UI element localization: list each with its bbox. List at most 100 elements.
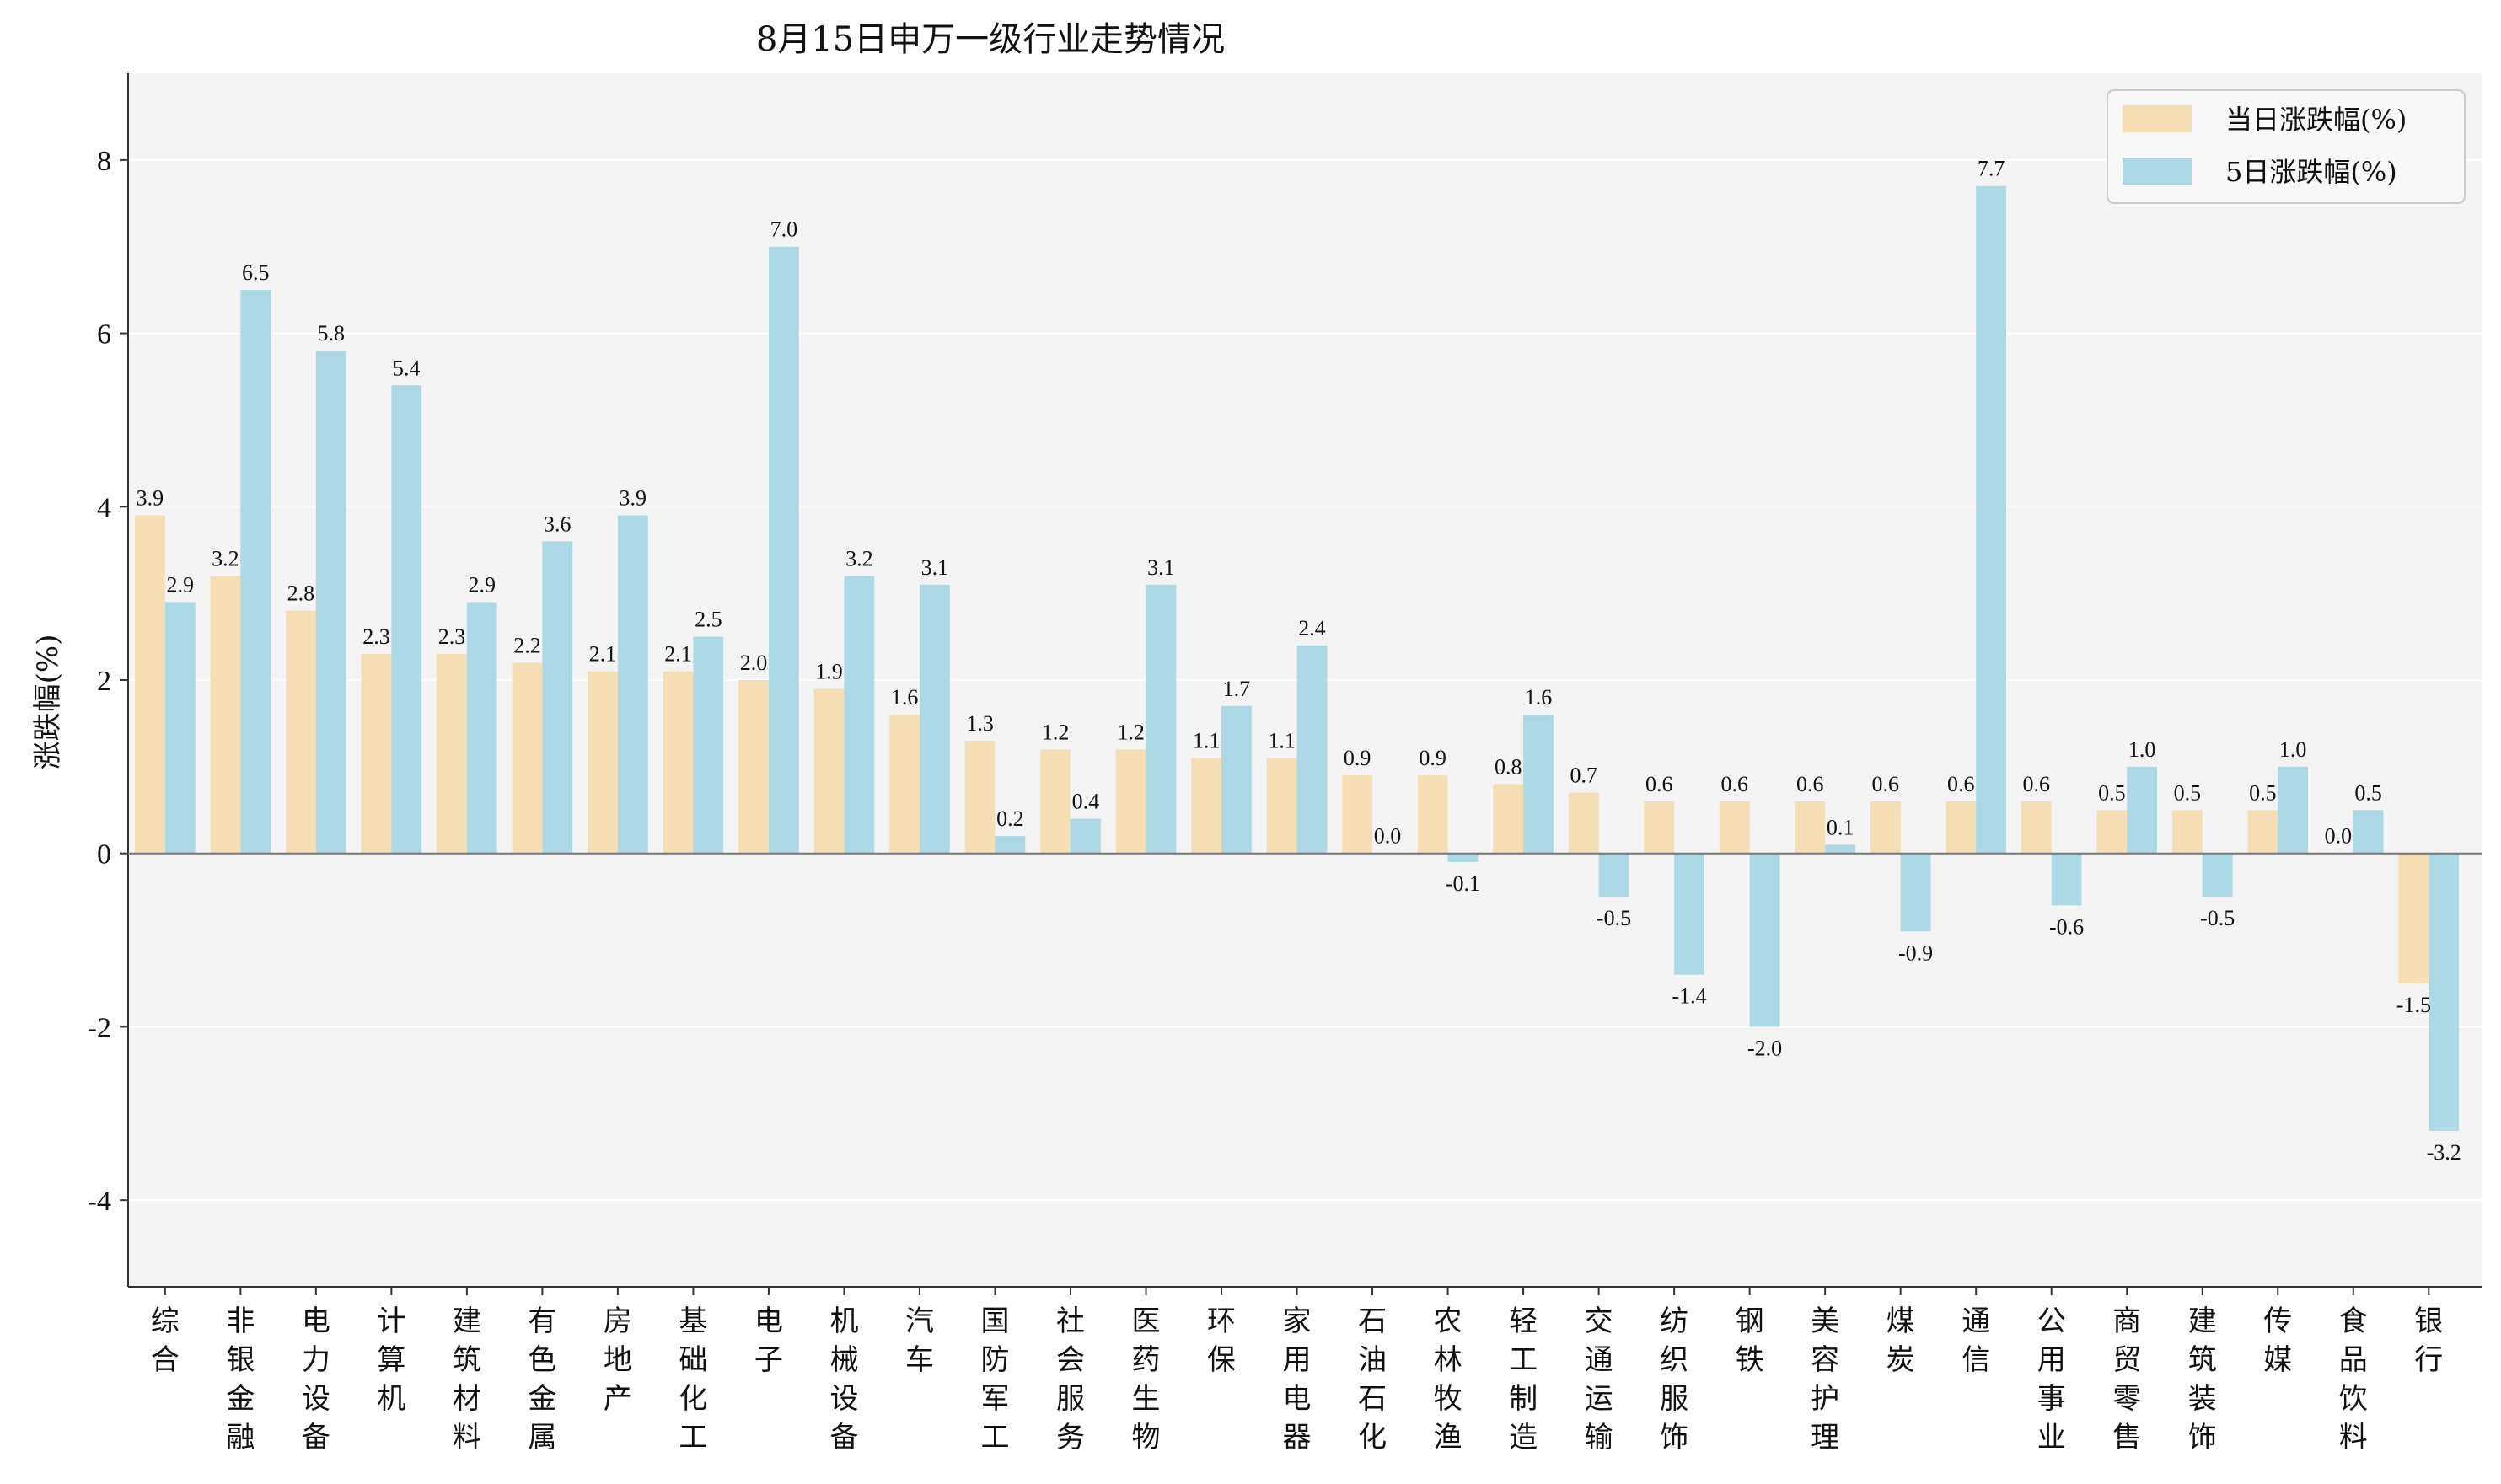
x-tick-label: 轻工制造 [1509, 1305, 1538, 1455]
bar-daily [964, 741, 996, 854]
bar-5day [2127, 766, 2158, 854]
data-label-daily: 3.2 [212, 547, 239, 571]
data-label-daily: 0.6 [2023, 772, 2051, 796]
bar-daily [210, 576, 241, 854]
bar-5day [1146, 584, 1177, 854]
data-label-daily: 0.7 [1570, 763, 1597, 788]
bar-5day [1976, 185, 2006, 854]
data-label-5day: 3.2 [845, 547, 873, 571]
data-label-5day: -3.2 [2427, 1140, 2461, 1165]
x-tick-label: 传媒 [2263, 1305, 2292, 1377]
data-label-daily: 1.9 [815, 659, 843, 683]
data-label-5day: 0.5 [2354, 780, 2382, 805]
bar-5day [164, 602, 196, 854]
x-tick-labels: 综合 非银金融 电力设备 计算机 建筑材料 有色金属 房地产 基础化工 电子 机械设备 汽车 国防军工… [151, 1305, 2443, 1455]
x-tick-label: 通信 [1962, 1305, 1990, 1377]
data-label-5day: 5.4 [393, 356, 421, 380]
bar-5day [1221, 705, 1252, 854]
x-tick-label: 社会服务 [1056, 1305, 1085, 1455]
bar-5day [2353, 810, 2384, 854]
bar-daily [437, 654, 467, 854]
bar-daily [286, 610, 316, 854]
x-tick-label: 交通运输 [1585, 1305, 1613, 1455]
data-label-daily: 0.6 [1872, 772, 1900, 796]
data-label-daily: 0.9 [1344, 746, 1371, 770]
y-tick-label: 0 [97, 839, 111, 871]
data-label-5day: 3.9 [620, 486, 647, 511]
data-labels: 3.9 2.9 3.2 6.5 2.8 5.8 2.3 5.4 2.3 2.9 2.2 3.6 2.1 3… [137, 157, 2461, 1165]
data-label-daily: 0.5 [2098, 780, 2126, 805]
data-label-daily: 1.3 [966, 711, 994, 736]
x-tick-label: 医药生物 [1132, 1305, 1161, 1455]
bar-5day [1900, 853, 1931, 932]
bar-daily [738, 680, 769, 854]
data-label-5day: 2.4 [1298, 616, 1326, 640]
bar-5day [2278, 766, 2309, 854]
data-label-daily: 1.2 [1042, 720, 1070, 744]
bar-daily [1946, 801, 1977, 854]
data-label-5day: 1.0 [2128, 737, 2156, 762]
data-label-5day: -0.6 [2049, 914, 2084, 939]
bar-daily [1417, 775, 1448, 854]
data-label-5day: 7.7 [1978, 157, 2005, 181]
x-tick-label: 基础化工 [679, 1305, 707, 1455]
bar-5day [1598, 853, 1629, 897]
bar-5day [2051, 853, 2082, 906]
data-label-5day: 2.5 [695, 608, 722, 632]
bar-5day [844, 576, 875, 854]
bar-5day [1447, 853, 1479, 862]
x-tick-label: 综合 [151, 1305, 180, 1377]
x-tick-label: 计算机 [377, 1305, 405, 1416]
bar-5day [919, 584, 950, 854]
data-label-daily: 0.6 [1796, 772, 1824, 796]
data-label-5day: 2.9 [166, 572, 194, 597]
y-tick-label: -2 [88, 1012, 111, 1043]
bar-5day [617, 515, 648, 854]
bar-daily [1568, 792, 1599, 854]
data-label-5day: 3.1 [1147, 555, 1175, 580]
data-label-5day: -2.0 [1747, 1036, 1782, 1060]
x-tick-label: 煤炭 [1886, 1305, 1915, 1377]
data-label-5day: 7.0 [770, 217, 798, 242]
bar-daily [588, 671, 618, 854]
x-tick-label: 非银金融 [226, 1305, 255, 1455]
data-label-daily: 1.1 [1193, 729, 1221, 753]
legend-box [2107, 89, 2466, 204]
y-tick-label: 6 [97, 319, 111, 351]
bar-daily [2398, 853, 2429, 983]
x-tick-label: 食品饮料 [2339, 1305, 2368, 1455]
bar-5day [995, 836, 1026, 854]
bar-daily [1795, 801, 1826, 854]
data-label-5day: 0.4 [1072, 790, 1100, 814]
bar-5day [2429, 853, 2460, 1131]
data-label-daily: 0.9 [1419, 746, 1446, 770]
x-tick-label: 钢铁 [1736, 1305, 1764, 1377]
x-tick-label: 石油石化 [1358, 1305, 1387, 1455]
x-tick-label: 家用电器 [1283, 1305, 1312, 1455]
bar-5day [315, 351, 346, 854]
bar-daily [1115, 749, 1146, 854]
y-tick-label: 2 [97, 666, 111, 697]
bar-daily [1870, 801, 1901, 854]
data-label-5day: 1.7 [1223, 677, 1251, 701]
bar-daily [135, 515, 165, 854]
data-label-daily: 2.1 [664, 642, 692, 667]
bar-daily [1493, 784, 1524, 854]
data-label-daily: 0.6 [1720, 772, 1748, 796]
data-label-daily: 0.5 [2249, 780, 2277, 805]
bar-daily [1719, 801, 1750, 854]
bar-daily [2247, 810, 2278, 854]
y-tick-label: -4 [88, 1186, 111, 1217]
data-label-daily: 2.3 [438, 624, 466, 649]
bar-daily [1644, 801, 1675, 854]
bar-daily [813, 688, 845, 854]
data-label-daily: 2.2 [513, 633, 541, 657]
data-label-daily: 2.3 [362, 624, 390, 649]
bar-daily [1266, 758, 1297, 854]
data-label-5day: 0.1 [1827, 815, 1854, 839]
data-label-daily: 2.0 [740, 651, 768, 675]
y-tick-label: 8 [97, 146, 111, 177]
bar-daily [361, 654, 392, 854]
data-label-5day: -0.5 [1597, 906, 1631, 930]
